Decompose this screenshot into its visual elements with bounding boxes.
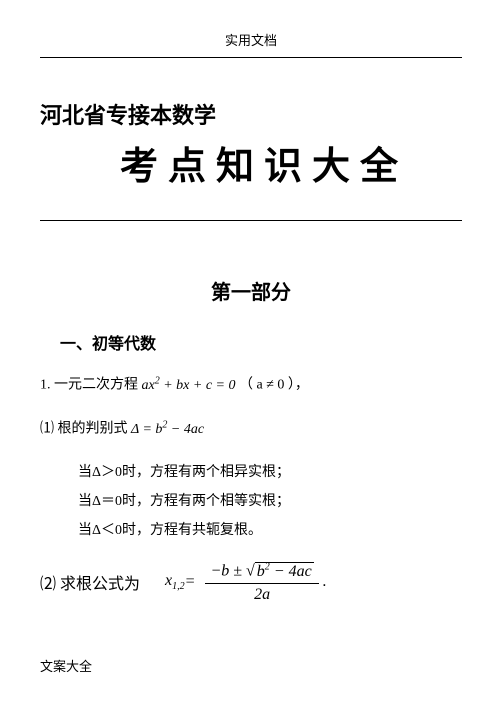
subitem-text: 根的判别式 bbox=[58, 422, 128, 437]
case-1: 当Δ＞0时，方程有两个相异实根； bbox=[78, 460, 462, 485]
equation: ax2 + bx + c = 0 bbox=[142, 378, 236, 393]
subitem-text: 求根公式为 bbox=[60, 570, 140, 594]
subsection-title: 一、初等代数 bbox=[60, 330, 462, 354]
subitem-num: ⑵ bbox=[40, 570, 56, 594]
header-rule bbox=[40, 57, 462, 58]
condition: （ a ≠ 0 ）， bbox=[239, 378, 309, 393]
subitem-num: ⑴ bbox=[40, 422, 54, 437]
section-title: 第一部分 bbox=[40, 276, 462, 305]
page-footer: 文案大全 bbox=[40, 656, 92, 675]
root-formula: −b ± √b2 − 4ac 2a bbox=[205, 561, 318, 603]
title-block: 河北省专接本数学 考点知识大全 bbox=[40, 98, 462, 190]
item-1-1: ⑴ 根的判别式 Δ = b2 − 4ac bbox=[40, 416, 462, 442]
page-header: 实用文档 bbox=[40, 30, 462, 49]
period: . bbox=[323, 573, 327, 591]
item-1-2: ⑵ 求根公式为 x1,2 = −b ± √b2 − 4ac 2a . bbox=[40, 561, 462, 603]
x-var: x1,2 bbox=[165, 572, 185, 592]
title-line1: 河北省专接本数学 bbox=[40, 98, 462, 130]
case-2: 当Δ＝0时，方程有两个相等实根； bbox=[78, 489, 462, 514]
item-text: 一元二次方程 bbox=[54, 378, 138, 393]
discriminant-eq: Δ = b2 − 4ac bbox=[131, 422, 204, 437]
title-rule bbox=[40, 220, 462, 221]
eq-sign: = bbox=[185, 573, 196, 591]
item-num: 1. bbox=[40, 378, 51, 393]
case-3: 当Δ＜0时，方程有共轭复根。 bbox=[78, 518, 462, 543]
item-1: 1. 一元二次方程 ax2 + bx + c = 0 （ a ≠ 0 ）， bbox=[40, 372, 462, 398]
title-line2: 考点知识大全 bbox=[120, 135, 462, 190]
